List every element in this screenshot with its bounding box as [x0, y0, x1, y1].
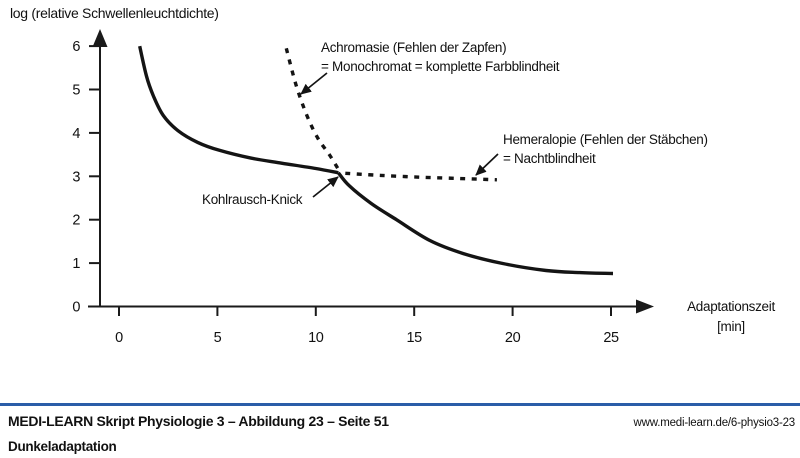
x-tick-label: 0	[115, 330, 123, 346]
footer-divider-rule	[0, 403, 800, 406]
y-tick-label: 6	[72, 39, 80, 55]
y-tick-label: 1	[72, 256, 80, 272]
footer-source-title: MEDI-LEARN Skript Physiologie 3 – Abbild…	[8, 413, 389, 429]
annotation-hemeralopie: Hemeralopie (Fehlen der Stäbchen) = Nach…	[503, 130, 708, 168]
curve-adaptation-rod-branch	[337, 171, 614, 276]
y-axis-label: log (relative Schwellenleuchtdichte)	[10, 5, 219, 21]
annotation-arrow-kohlrausch	[312, 176, 339, 198]
x-tick-label: 10	[308, 330, 324, 346]
x-tick-label: 25	[603, 330, 619, 346]
curve-achromasie-curve	[284, 47, 341, 172]
chart-canvas: 0 5 10 15 20 25 0 1 2 3 4 5 6	[72, 29, 654, 346]
x-tick-label: 20	[505, 330, 521, 346]
annotation-kohlrausch-knick: Kohlrausch-Knick	[202, 190, 303, 209]
x-tick-label: 15	[407, 330, 423, 346]
annotation-arrow-hemeralopie	[475, 153, 499, 176]
annotation-achromasie-line2: = Monochromat = komplette Farbblindheit	[321, 59, 560, 74]
annotation-achromasie: Achromasie (Fehlen der Zapfen) = Monochr…	[321, 38, 559, 76]
x-axis-label: Adaptationszeit [min]	[660, 297, 800, 337]
curve-hemeralopie-curve	[345, 171, 497, 182]
figure-caption: Dunkeladaptation	[8, 439, 117, 454]
y-tick-label: 5	[72, 83, 80, 99]
x-axis-arrowhead-icon	[636, 299, 654, 314]
y-tick-label: 3	[72, 169, 80, 185]
curve-adaptation-cone-branch	[138, 45, 339, 175]
dark-adaptation-chart: 0 5 10 15 20 25 0 1 2 3 4 5 6 log (relative Schwelle…	[10, 5, 800, 346]
y-tick-label: 0	[72, 300, 80, 316]
x-axis-label-line2: [min]	[717, 319, 745, 334]
y-tick-label: 4	[72, 126, 80, 142]
y-tick-label: 2	[72, 213, 80, 229]
y-axis-arrowhead-icon	[92, 29, 108, 47]
footer-url: www.medi-learn.de/6-physio3-23	[633, 417, 796, 429]
x-axis-label-line1: Adaptationszeit	[687, 299, 775, 314]
annotation-kohlrausch-line1: Kohlrausch-Knick	[202, 192, 303, 207]
x-tick-label: 5	[214, 330, 222, 346]
annotation-hemeralopie-line1: Hemeralopie (Fehlen der Stäbchen)	[503, 132, 708, 147]
annotation-achromasie-line1: Achromasie (Fehlen der Zapfen)	[321, 40, 507, 55]
annotation-arrow-achromasie	[300, 72, 328, 95]
annotation-hemeralopie-line2: = Nachtblindheit	[503, 151, 596, 166]
